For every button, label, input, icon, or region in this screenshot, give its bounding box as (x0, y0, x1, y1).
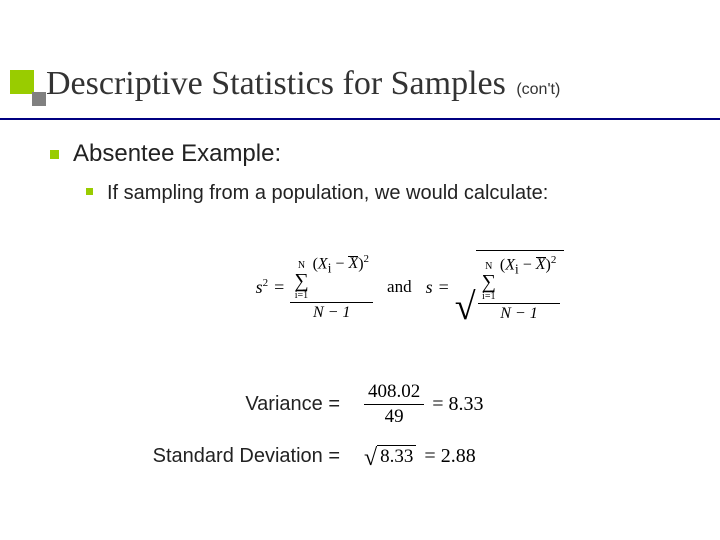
formula-definitions: s2 = N ∑ i=1 (Xi − X)2 N − 1 and s = (140, 250, 680, 324)
variance-numeric-fraction: 408.02 49 (364, 380, 424, 429)
stddev-label: Standard Deviation = (120, 445, 340, 468)
sqrt-icon: √ N ∑ i=1 (Xi − X)2 N − 1 (455, 250, 565, 324)
variance-formula: s2 = N ∑ i=1 (Xi − X)2 N − 1 (256, 252, 373, 323)
stddev-value: √ 8.33 = 2.88 (364, 445, 476, 468)
xbar-symbol-2: X (536, 256, 546, 273)
x-symbol-2: X (505, 256, 515, 273)
bullet-level1: Absentee Example: (50, 140, 690, 168)
slide-title: Descriptive Statistics for Samples (con'… (46, 65, 710, 103)
equals: = (274, 277, 284, 298)
minus-2: − (519, 256, 536, 273)
variance-calculation: Variance = 408.02 49 = 8.33 (120, 380, 484, 429)
formula-block: s2 = N ∑ i=1 (Xi − X)2 N − 1 and s = (140, 250, 680, 324)
s-symbol: s (256, 277, 263, 297)
sigma-icon-2: N ∑ i=1 (482, 262, 496, 302)
denominator-2: N − 1 (500, 305, 537, 322)
variance-result: = 8.33 (432, 393, 483, 416)
sum-lower: i=1 (295, 291, 308, 301)
x-symbol: X (318, 255, 328, 272)
and-text: and (387, 277, 412, 297)
corner-accent-box (10, 70, 34, 94)
bullet-marker (50, 150, 59, 159)
bullet1-text: Absentee Example: (73, 140, 281, 168)
content-area: Absentee Example: If sampling from a pop… (50, 140, 690, 218)
sum-lower-2: i=1 (482, 292, 495, 302)
variance-label: Variance = (120, 393, 340, 416)
stddev-calculation: Standard Deviation = √ 8.33 = 2.88 (120, 445, 476, 468)
variance-value: 408.02 49 = 8.33 (364, 380, 484, 429)
sigma-icon: N ∑ i=1 (294, 261, 308, 301)
variance-fraction: N ∑ i=1 (Xi − X)2 N − 1 (290, 252, 373, 323)
s-exponent: 2 (263, 277, 269, 289)
bullet-marker-small (86, 188, 93, 195)
stddev-radicand: 8.33 (377, 445, 416, 468)
stddev-fraction: N ∑ i=1 (Xi − X)2 N − 1 (478, 253, 561, 324)
title-main: Descriptive Statistics for Samples (46, 65, 506, 102)
minus: − (331, 255, 348, 272)
corner-accent-box-small (32, 92, 46, 106)
equals-2: = (439, 277, 449, 298)
s-symbol-2: s (426, 277, 433, 298)
title-underline (0, 118, 720, 120)
title-suffix: (con't) (516, 81, 560, 98)
variance-denominator: 49 (381, 405, 408, 429)
xbar-symbol: X (348, 255, 358, 272)
term-exp: 2 (364, 253, 370, 265)
sqrt-icon-small: √ 8.33 (364, 445, 416, 468)
bullet2-text: If sampling from a population, we would … (107, 180, 548, 206)
denominator: N − 1 (313, 304, 350, 321)
bullet-level2: If sampling from a population, we would … (86, 180, 690, 206)
stddev-result: = 2.88 (424, 445, 475, 468)
stddev-formula: s = √ N ∑ i=1 (Xi − X)2 (426, 250, 565, 324)
term-exp-2: 2 (551, 254, 557, 266)
variance-numerator: 408.02 (364, 380, 424, 404)
